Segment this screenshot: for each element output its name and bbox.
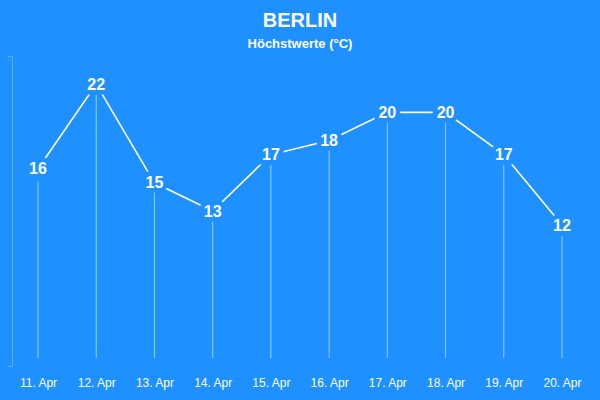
data-label: 18: [320, 132, 338, 149]
x-tick: 16. Apr: [311, 376, 349, 390]
chart: BERLIN Höchstwerte (°C) 11. Apr 12. Apr 13. …: [0, 0, 600, 400]
x-tick: 17. Apr: [369, 376, 407, 390]
background: [0, 0, 600, 400]
x-tick: 14. Apr: [194, 376, 232, 390]
x-axis-line: [39, 378, 563, 379]
stem: [212, 211, 213, 358]
x-tick-label: 20. Apr: [543, 376, 581, 390]
plot-area: [38, 84, 562, 358]
x-tick-label: 14. Apr: [194, 376, 232, 390]
data-label: 13: [204, 203, 222, 220]
x-axis: 11. Apr 12. Apr 13. Apr 14. Apr 15. Apr 16. A…: [20, 376, 582, 390]
y-axis: [8, 57, 13, 367]
data-label: 20: [378, 104, 396, 121]
data-label: 17: [262, 146, 280, 163]
stem: [387, 112, 388, 358]
x-tick: 18. Apr: [427, 376, 465, 390]
x-tick-label: 11. Apr: [20, 376, 57, 390]
x-tick-label: 18. Apr: [427, 376, 465, 390]
stem: [445, 112, 446, 358]
x-tick-label: 16. Apr: [311, 376, 349, 390]
stem: [270, 155, 271, 358]
stem: [503, 155, 504, 358]
data-label: 17: [495, 146, 513, 163]
x-tick-label: 17. Apr: [369, 376, 407, 390]
data-label: 22: [87, 76, 105, 93]
subtitle: Höchstwerte (°C): [248, 36, 353, 51]
stem: [329, 141, 330, 358]
x-tick-label: 12. Apr: [78, 376, 116, 390]
y-axis-line: [8, 57, 13, 367]
stem: [96, 84, 97, 358]
x-tick: 11. Apr: [20, 376, 57, 390]
x-tick: 19. Apr: [485, 376, 523, 390]
x-tick: 20. Apr: [543, 376, 581, 390]
x-tick-label: 15. Apr: [252, 376, 290, 390]
data-label: 16: [29, 160, 47, 177]
data-labels: 16 22 15 13 17 18 20 20 17 12: [29, 76, 571, 234]
x-tick: 13. Apr: [136, 376, 174, 390]
x-tick-label: 19. Apr: [485, 376, 523, 390]
data-label: 12: [553, 217, 571, 234]
title: BERLIN: [263, 9, 337, 31]
x-tick: 12. Apr: [78, 376, 116, 390]
stem: [38, 169, 39, 358]
stem: [562, 225, 563, 358]
data-label: 20: [437, 104, 455, 121]
stem: [154, 183, 155, 358]
x-tick-label: 13. Apr: [136, 376, 174, 390]
line: [38, 84, 562, 225]
x-tick: 15. Apr: [252, 376, 290, 390]
data-label: 15: [146, 174, 164, 191]
